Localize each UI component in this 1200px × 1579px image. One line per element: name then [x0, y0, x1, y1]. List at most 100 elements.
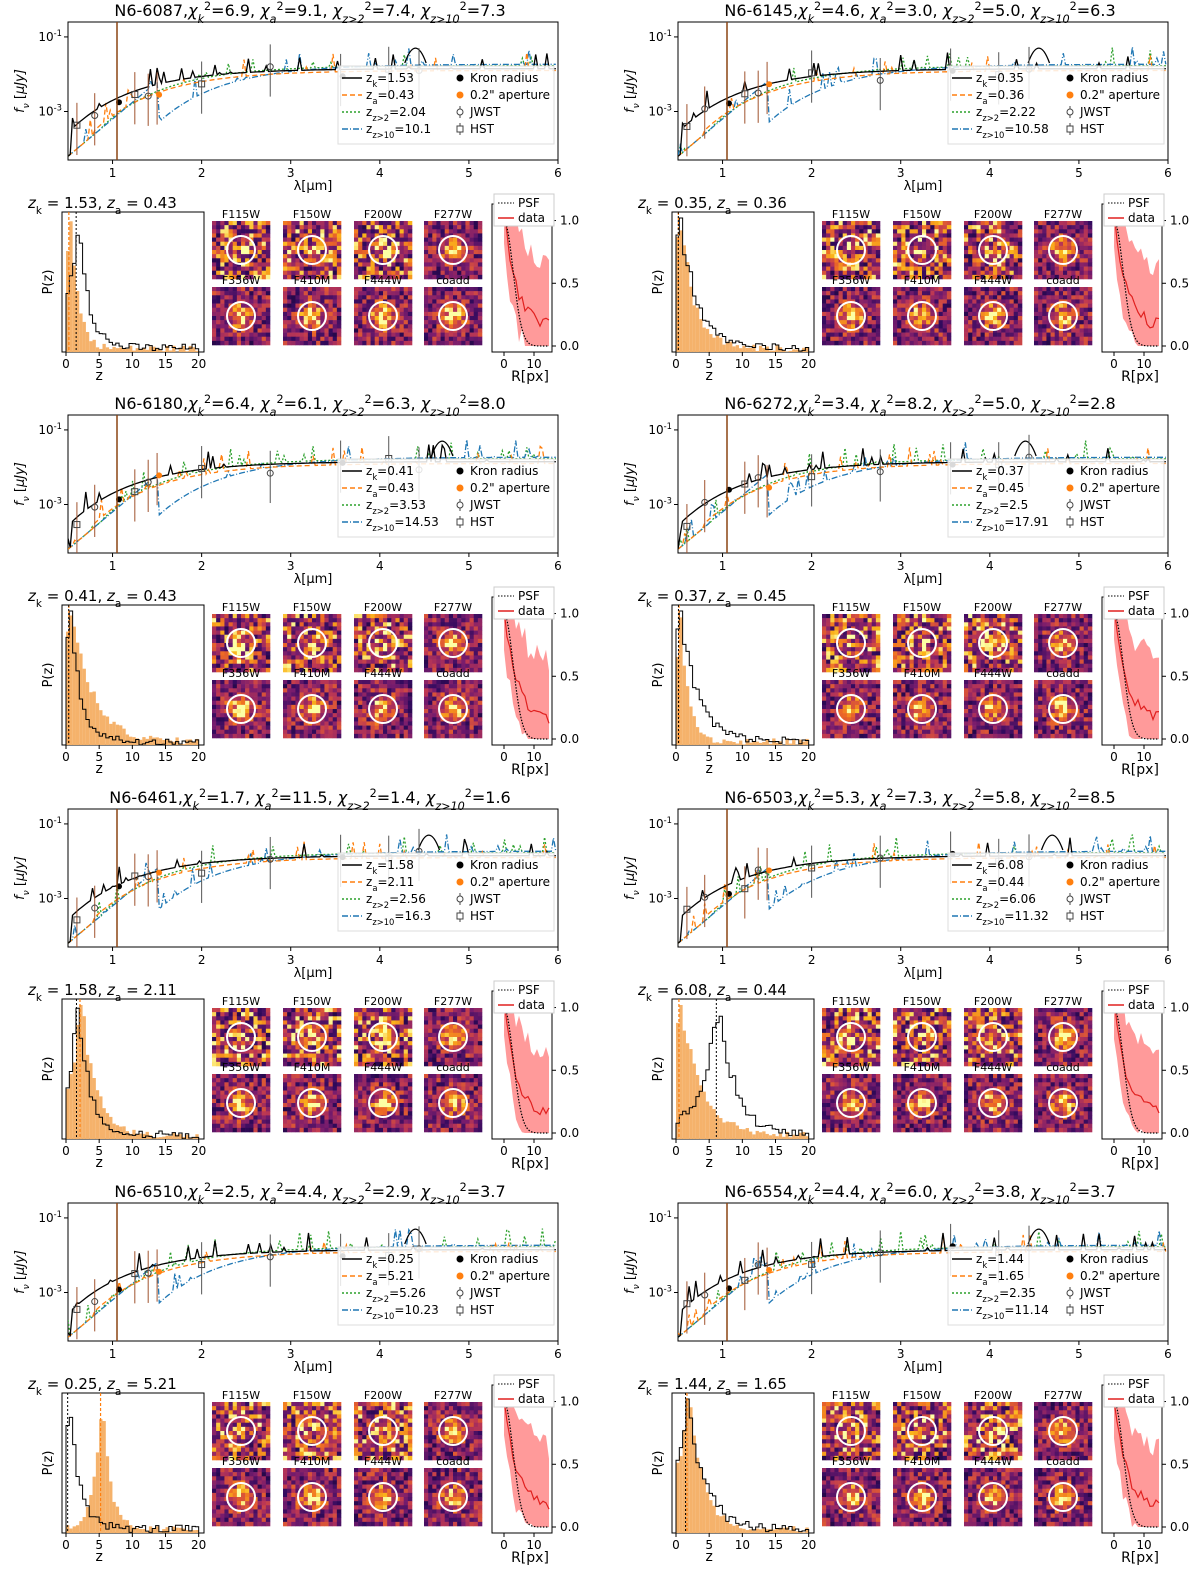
- stamp-pixel: [408, 622, 412, 626]
- stamp-pixel: [1038, 337, 1042, 341]
- stamp-pixel: [266, 262, 270, 266]
- stamp-pixel: [354, 709, 358, 713]
- stamp-pixel: [424, 238, 428, 242]
- stamp-pixel: [449, 316, 453, 320]
- stamp-pixel: [847, 295, 851, 299]
- stamp-pixel: [324, 304, 328, 308]
- stamp-pixel: [387, 242, 391, 246]
- stamp-pixel: [404, 647, 408, 651]
- stamp-pixel: [333, 680, 337, 684]
- stamp-pixel: [400, 651, 404, 655]
- stamp-pixel: [262, 295, 266, 299]
- stamp-pixel: [474, 287, 478, 291]
- pz-bar-aperture: [96, 347, 99, 352]
- stamp-pixel: [876, 337, 880, 341]
- stamp-pixel: [876, 221, 880, 225]
- stamp-pixel: [253, 229, 257, 233]
- stamp-pixel: [358, 721, 362, 725]
- stamp-pixel: [408, 713, 412, 717]
- stamp-pixel: [926, 333, 930, 337]
- stamp-pixel: [262, 651, 266, 655]
- legend-label: JWST: [469, 105, 501, 119]
- stamp-pixel: [981, 221, 985, 225]
- stamp-pixel: [868, 242, 872, 246]
- stamp-pixel: [478, 668, 482, 672]
- stamp-pixel: [470, 320, 474, 324]
- stamp-pixel: [964, 242, 968, 246]
- stamp-pixel: [1038, 262, 1042, 266]
- stamp-pixel: [283, 697, 287, 701]
- stamp-pixel: [266, 341, 270, 345]
- stamp-pixel: [391, 692, 395, 696]
- stamp-pixel: [465, 655, 469, 659]
- stamp-pixel: [371, 688, 375, 692]
- stamp-pixel: [1084, 267, 1088, 271]
- sed-ylabel: fν [μJy]: [623, 69, 642, 113]
- aperture-point: [156, 472, 162, 478]
- stamp-pixel: [457, 242, 461, 246]
- stamp-pixel: [1063, 287, 1067, 291]
- stamp-pixel: [283, 622, 287, 626]
- stamp-pixel: [320, 655, 324, 659]
- stamp-pixel: [474, 647, 478, 651]
- stamp-pixel: [262, 328, 266, 332]
- stamp-pixel: [320, 680, 324, 684]
- stamp-pixel: [262, 705, 266, 709]
- stamp-pixel: [312, 647, 316, 651]
- stamp-pixel: [1084, 250, 1088, 254]
- stamp-pixel: [383, 267, 387, 271]
- stamp-pixel: [461, 267, 465, 271]
- stamp-pixel: [1034, 221, 1038, 225]
- stamp-pixel: [436, 324, 440, 328]
- stamp-pixel: [445, 221, 449, 225]
- stamp-pixel: [1055, 229, 1059, 233]
- stamp-pixel: [834, 262, 838, 266]
- stamp-pixel: [834, 299, 838, 303]
- stamp-pixel: [329, 651, 333, 655]
- stamp-pixel: [316, 291, 320, 295]
- stamp-pixel: [404, 721, 408, 725]
- stamp-pixel: [474, 271, 478, 275]
- stamp-pixel: [308, 660, 312, 664]
- stamp-pixel: [300, 333, 304, 337]
- stamp-pixel: [993, 267, 997, 271]
- stamp-pixel: [266, 639, 270, 643]
- stamp-pixel: [379, 238, 383, 242]
- stamp-pixel: [258, 308, 262, 312]
- stamp-pixel: [212, 320, 216, 324]
- stamp-pixel: [1018, 225, 1022, 229]
- stamp-pixel: [470, 250, 474, 254]
- stamp-pixel: [428, 312, 432, 316]
- stamp-pixel: [229, 705, 233, 709]
- stamp-pixel: [312, 304, 316, 308]
- stamp-pixel: [324, 614, 328, 618]
- stamp-pixel: [287, 684, 291, 688]
- stamp-pixel: [400, 258, 404, 262]
- stamp-pixel: [445, 225, 449, 229]
- stamp-pixel: [354, 271, 358, 275]
- stamp-pixel: [379, 246, 383, 250]
- stamp-pixel: [981, 229, 985, 233]
- stamp-pixel: [1051, 295, 1055, 299]
- stamp-pixel: [408, 229, 412, 233]
- stamp-pixel: [404, 705, 408, 709]
- stamp-pixel: [1051, 221, 1055, 225]
- stamp-pixel: [918, 225, 922, 229]
- stamp-pixel: [329, 639, 333, 643]
- stamp-pixel: [1046, 233, 1050, 237]
- stamp-pixel: [1088, 304, 1092, 308]
- stamp-pixel: [383, 229, 387, 233]
- stamp-pixel: [893, 267, 897, 271]
- sed-ytick-label: 10-1: [38, 28, 62, 44]
- stamp-pixel: [404, 655, 408, 659]
- stamp-pixel: [362, 246, 366, 250]
- stamp-pixel: [258, 291, 262, 295]
- stamp-pixel: [358, 291, 362, 295]
- stamp-pixel: [308, 225, 312, 229]
- stamp-pixel: [224, 238, 228, 242]
- stamp-pixel: [1084, 333, 1088, 337]
- stamp-pixel: [320, 688, 324, 692]
- stamp-pixel: [237, 267, 241, 271]
- stamp-pixel: [312, 713, 316, 717]
- stamp-pixel: [449, 631, 453, 635]
